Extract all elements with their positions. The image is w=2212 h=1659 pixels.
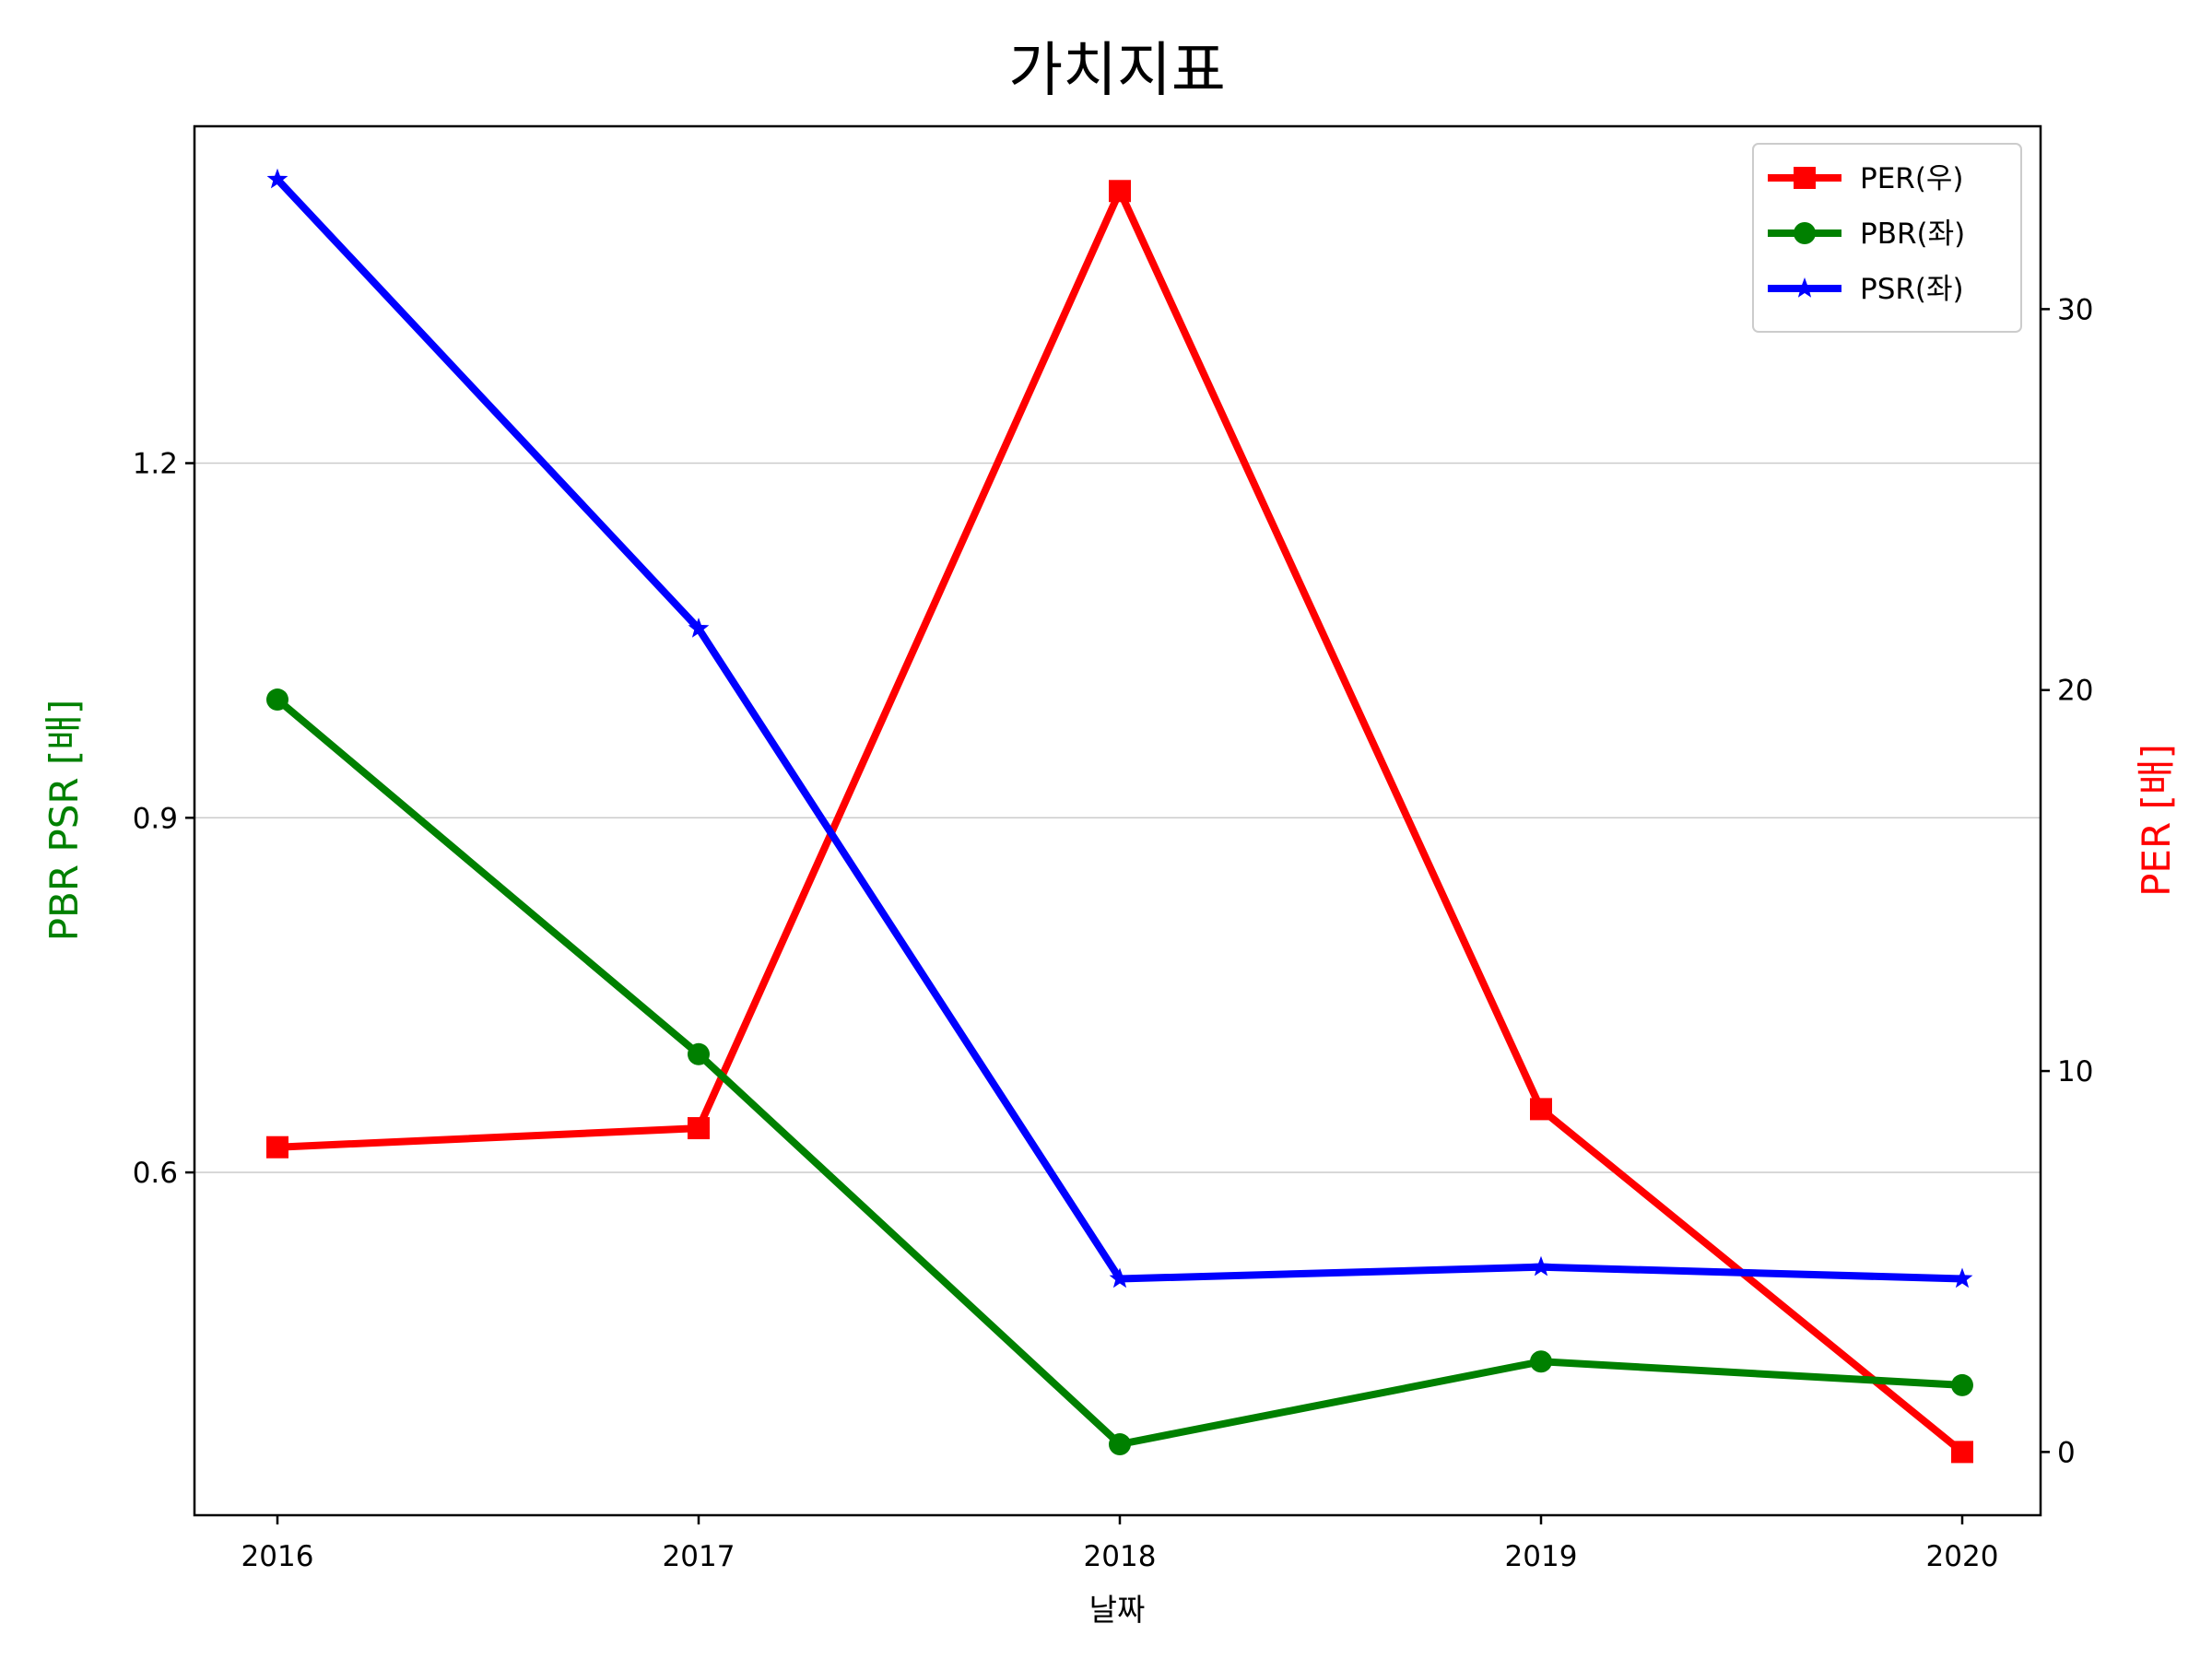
y-right-tick-label: 10	[2057, 1055, 2093, 1088]
y-right-tick-label: 30	[2057, 293, 2093, 326]
data-point-psr	[1530, 1255, 1552, 1277]
y-axis-right-label: PER [배]	[2134, 744, 2179, 897]
y-axis-left-label: PBR PSR [배]	[41, 700, 87, 942]
legend-marker-pbr	[1794, 222, 1816, 244]
data-point-psr	[1109, 1267, 1131, 1288]
series-per	[266, 180, 1973, 1464]
data-point-pbr	[688, 1042, 710, 1065]
y-left-tick-label: 1.2	[133, 448, 178, 481]
series-lines	[266, 168, 1973, 1464]
legend-label-pbr: PBR(좌)	[1860, 218, 1965, 251]
legend-marker-per	[1794, 167, 1816, 189]
x-tick-label: 2018	[1084, 1540, 1157, 1573]
data-point-per	[688, 1117, 710, 1140]
legend-entry-psr: PSR(좌)	[1768, 273, 1964, 306]
plot-frame	[193, 124, 2042, 1517]
y-right-tick-label: 0	[2057, 1436, 2076, 1469]
axes: 0.6 0.9 1.2 0 10 20 30 2016 2017 2018 2019 2020	[133, 293, 2094, 1573]
data-point-pbr	[266, 688, 288, 712]
legend-label-psr: PSR(좌)	[1860, 273, 1964, 306]
data-point-per	[1530, 1098, 1552, 1121]
x-tick-label: 2020	[1926, 1540, 1999, 1573]
y-left-tick-label: 0.9	[133, 802, 178, 835]
legend-entry-pbr: PBR(좌)	[1768, 218, 1965, 251]
series-psr	[266, 168, 1973, 1288]
data-point-psr	[266, 168, 288, 189]
x-tick-label: 2016	[241, 1540, 314, 1573]
y-right-tick-label: 20	[2057, 675, 2093, 708]
y-left-tick-label: 0.6	[133, 1157, 178, 1190]
data-point-psr	[1951, 1267, 1973, 1288]
data-point-psr	[688, 618, 710, 638]
legend-label-per: PER(우)	[1860, 162, 1964, 195]
legend-marker-psr	[1794, 277, 1816, 298]
legend: PER(우) PBR(좌) PSR(좌)	[1752, 143, 2022, 333]
data-point-pbr	[1109, 1433, 1131, 1456]
series-pbr	[266, 688, 1973, 1456]
data-point-pbr	[1530, 1350, 1552, 1373]
data-point-per	[1109, 180, 1131, 203]
x-axis-label: 날짜	[1089, 1592, 1146, 1628]
legend-entries: PER(우) PBR(좌) PSR(좌)	[1768, 162, 1965, 306]
legend-entry-per: PER(우)	[1768, 162, 1964, 195]
data-point-per	[1951, 1441, 1973, 1464]
grid-lines	[194, 462, 2041, 1173]
x-tick-label: 2019	[1505, 1540, 1578, 1573]
data-point-pbr	[1951, 1373, 1973, 1396]
chart-title: 가치지표	[1008, 37, 1226, 105]
x-tick-label: 2017	[663, 1540, 735, 1573]
data-point-per	[266, 1135, 288, 1159]
